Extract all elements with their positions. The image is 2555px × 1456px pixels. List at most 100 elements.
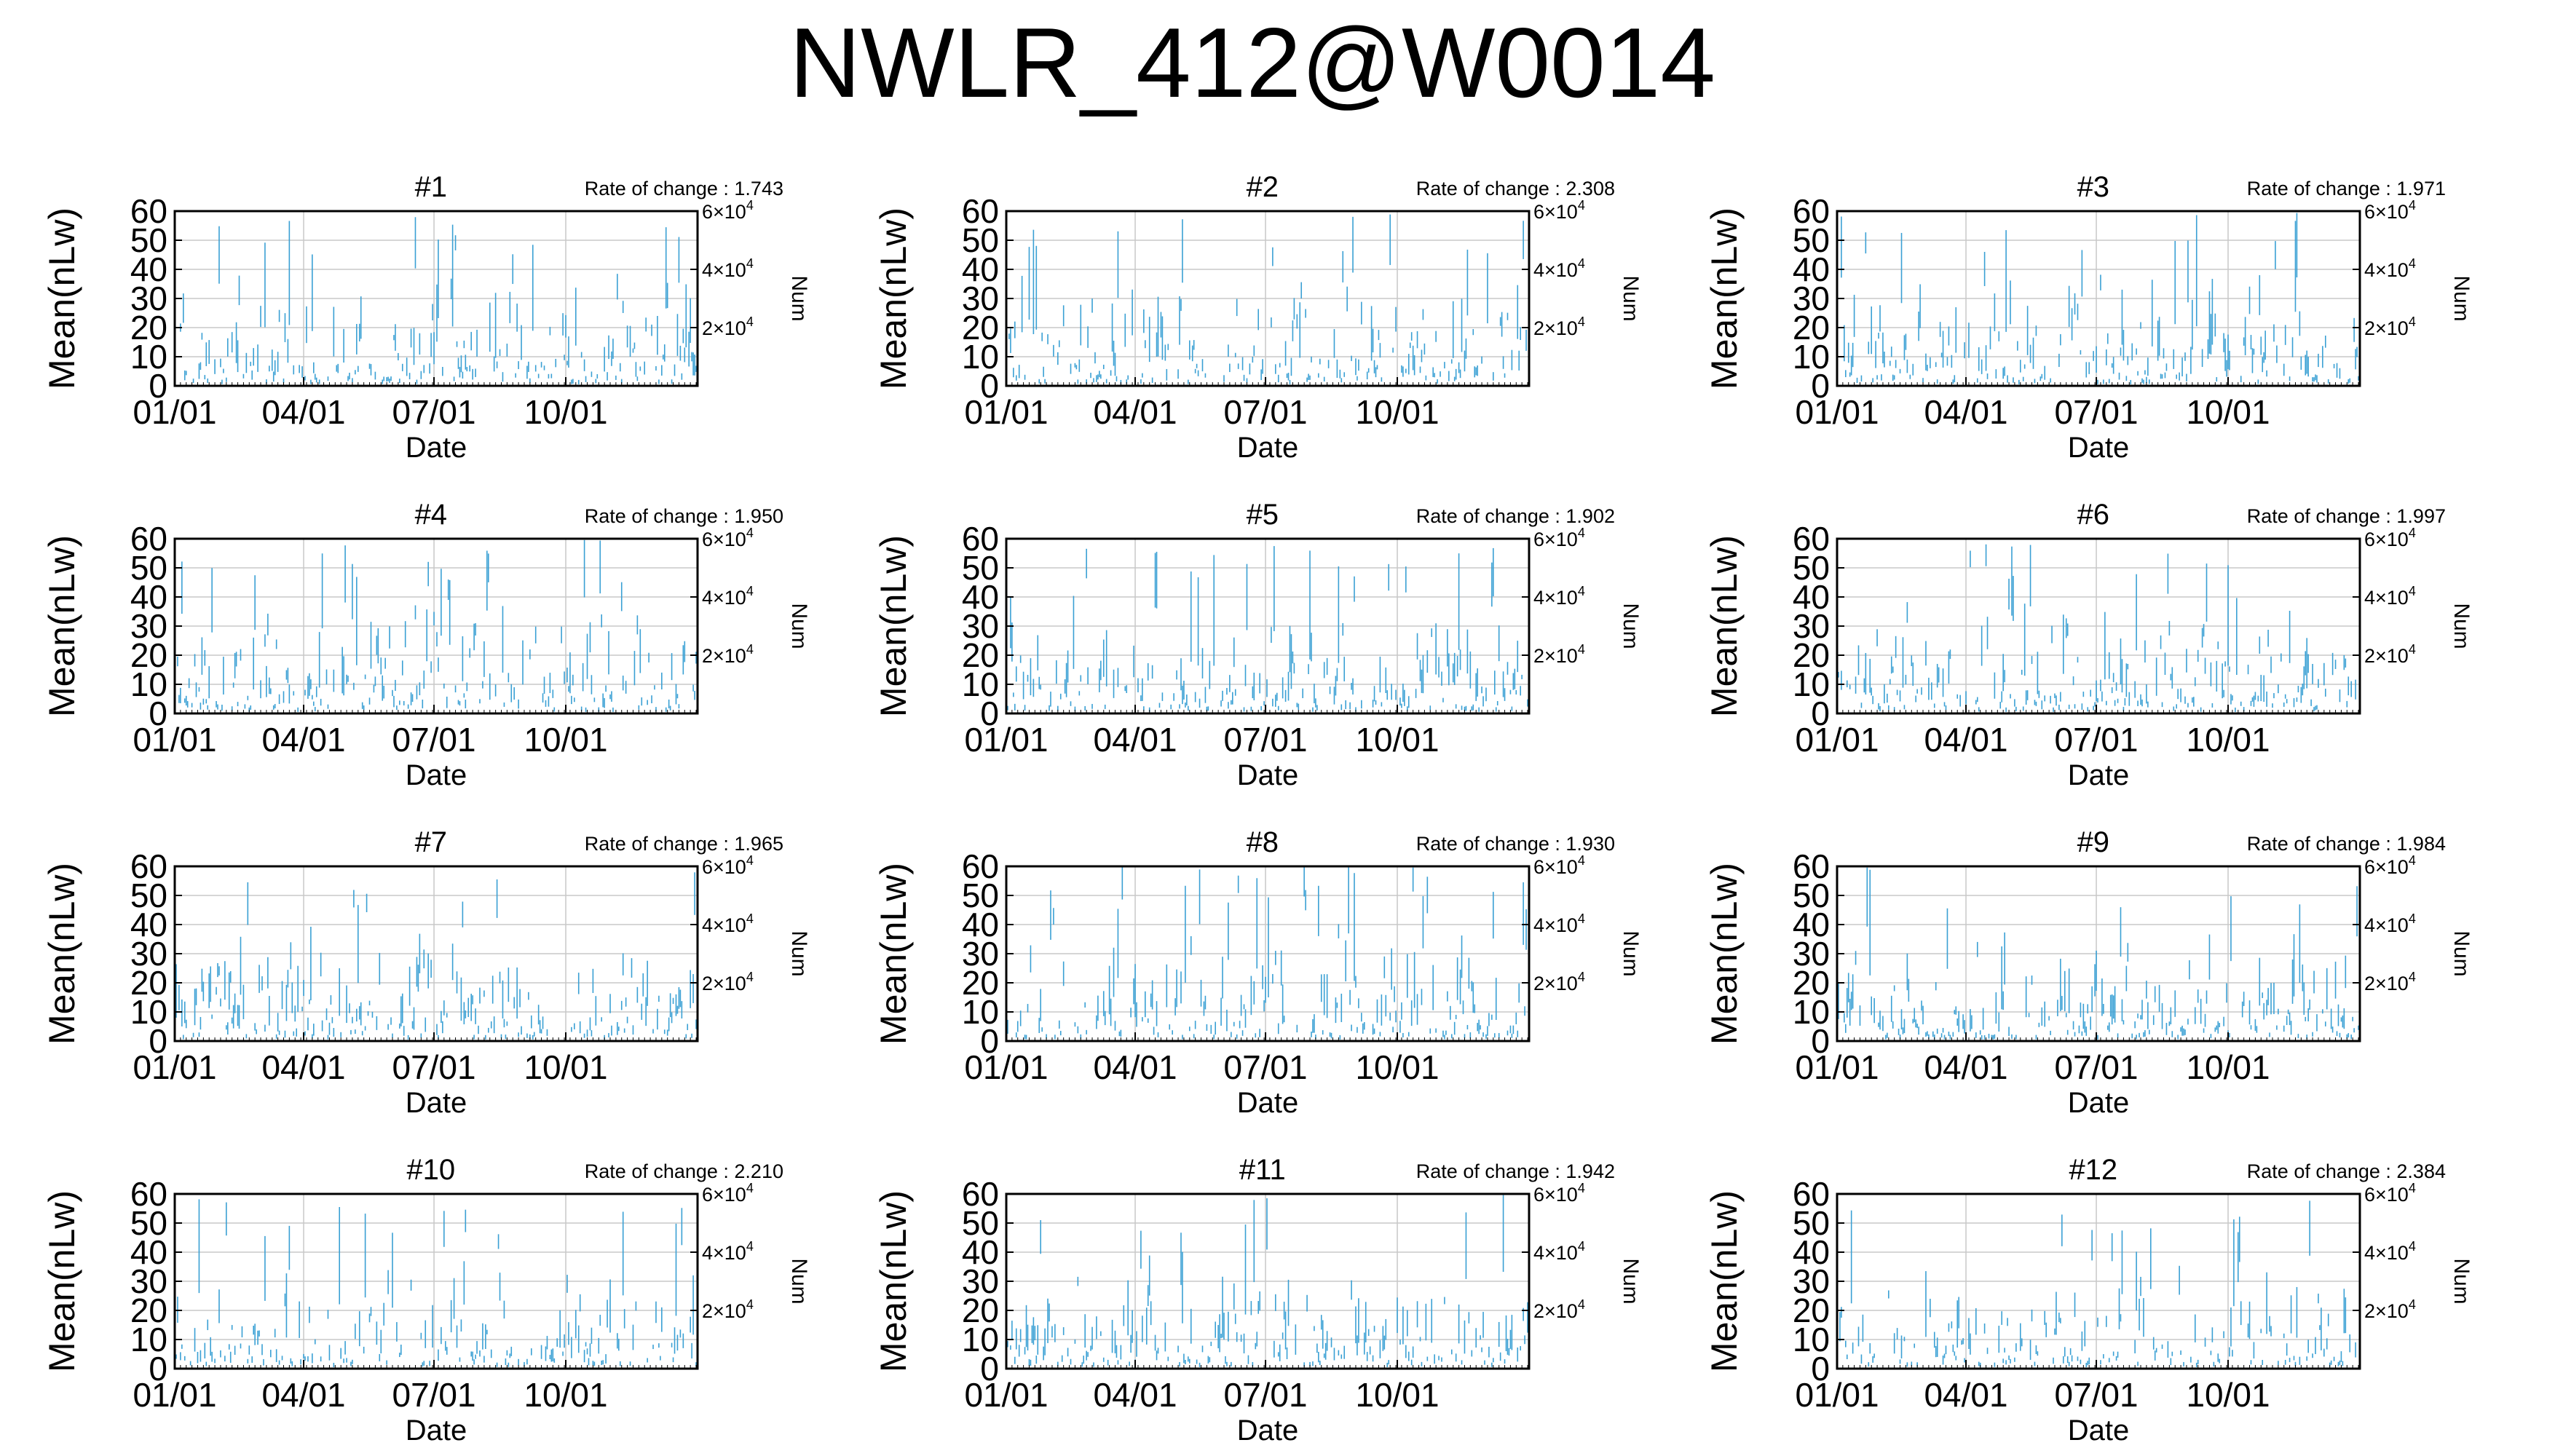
- tick-label-x: 10/01: [1355, 1048, 1439, 1086]
- tick-label-y: 0: [980, 1022, 999, 1060]
- tick-label-y2-exp: 4: [1578, 584, 1585, 598]
- tick-label-y2-exp: 4: [2409, 911, 2416, 926]
- panel-title: #2: [1247, 171, 1279, 203]
- panel-title: #6: [2077, 499, 2110, 531]
- tick-label-y2-exp: 4: [2409, 314, 2416, 329]
- tick-label-y2-exp: 4: [2409, 1181, 2416, 1195]
- tick-label-y: 40: [1793, 906, 1830, 943]
- tick-label-y2-exp: 4: [746, 1181, 754, 1195]
- tick-label-y2: 4×104: [702, 256, 754, 281]
- rate-of-change-label: Rate of change : 1.971: [2247, 178, 2446, 199]
- rate-of-change-label: Rate of change : 1.930: [1416, 833, 1615, 855]
- tick-label-y: 10: [130, 1321, 167, 1358]
- tick-label-x: 07/01: [392, 393, 475, 431]
- tick-label-x: 10/01: [524, 721, 607, 759]
- tick-label-x: 04/01: [261, 1376, 345, 1414]
- tick-label-y: 60: [962, 192, 999, 230]
- tick-label-y: 0: [149, 1350, 167, 1388]
- tick-label-y2-exp: 4: [1578, 526, 1585, 540]
- x-axis-label: Date: [1237, 432, 1299, 464]
- tick-label-y: 30: [130, 280, 167, 317]
- tick-label-y: 50: [962, 877, 999, 914]
- tick-label-y2-base: 6×10: [2364, 529, 2409, 550]
- tick-label-y2-base: 4×10: [1533, 259, 1578, 281]
- tick-label-y2: 6×104: [2364, 1181, 2416, 1206]
- tick-label-y2-base: 4×10: [2364, 1242, 2409, 1264]
- rate-of-change-label: Rate of change : 1.942: [1416, 1160, 1615, 1182]
- tick-label-y: 30: [130, 1262, 167, 1300]
- tick-label-y2-base: 2×10: [702, 973, 746, 994]
- tick-label-y: 30: [1793, 607, 1830, 645]
- x-axis-label: Date: [406, 432, 467, 464]
- y2-axis-label: Num: [1619, 1258, 1643, 1304]
- tick-label-y: 0: [1811, 1350, 1830, 1388]
- series-bars: [1007, 1195, 1528, 1367]
- tick-label-x: 01/01: [964, 393, 1048, 431]
- tick-label-x: 07/01: [1223, 393, 1307, 431]
- tick-label-y: 20: [1793, 1291, 1830, 1329]
- tick-label-y: 20: [1793, 964, 1830, 1002]
- tick-label-y2: 6×104: [1533, 853, 1585, 878]
- tick-label-y: 30: [962, 1262, 999, 1300]
- y2-axis-label: Num: [1619, 275, 1643, 321]
- tick-label-x: 07/01: [392, 721, 475, 759]
- tick-label-y2-base: 6×10: [702, 201, 746, 223]
- tick-label-x: 04/01: [1924, 1048, 2007, 1086]
- tick-label-y: 10: [1793, 665, 1830, 703]
- tick-label-x: 10/01: [2186, 1048, 2270, 1086]
- tick-label-y: 30: [130, 935, 167, 973]
- tick-label-y: 10: [962, 1321, 999, 1358]
- tick-label-y2-base: 2×10: [2364, 317, 2409, 339]
- tick-label-y2: 2×104: [702, 314, 754, 339]
- tick-label-y2-base: 6×10: [702, 856, 746, 878]
- y-axis-label: Mean(nLw): [1704, 207, 1745, 389]
- tick-label-y: 40: [962, 906, 999, 943]
- tick-label-y: 0: [1811, 695, 1830, 732]
- tick-label-y2-exp: 4: [1578, 198, 1585, 213]
- tick-label-y2-base: 4×10: [702, 259, 746, 281]
- y-axis-label: Mean(nLw): [42, 535, 82, 717]
- rate-of-change-label: Rate of change : 1.997: [2247, 505, 2446, 527]
- tick-label-y: 30: [1793, 935, 1830, 973]
- tick-label-y: 10: [1793, 993, 1830, 1031]
- tick-label-y2: 4×104: [702, 1239, 754, 1264]
- y2-axis-label: Num: [2449, 930, 2473, 976]
- tick-label-y2-exp: 4: [746, 526, 754, 540]
- tick-label-x: 10/01: [524, 393, 607, 431]
- tick-label-y2: 2×104: [2364, 970, 2416, 994]
- tick-label-y2-base: 6×10: [2364, 1184, 2409, 1206]
- tick-label-x: 01/01: [964, 1048, 1048, 1086]
- tick-label-y: 60: [130, 520, 167, 558]
- tick-label-y: 40: [1793, 578, 1830, 616]
- tick-label-y: 30: [962, 280, 999, 317]
- tick-label-y2-exp: 4: [2409, 970, 2416, 984]
- y-axis-label: Mean(nLw): [873, 535, 914, 717]
- tick-label-y2-exp: 4: [746, 1297, 754, 1312]
- tick-label-y2-exp: 4: [746, 584, 754, 598]
- tick-label-y2-base: 6×10: [2364, 856, 2409, 878]
- y-axis-label: Mean(nLw): [1704, 863, 1745, 1045]
- tick-label-y: 10: [962, 665, 999, 703]
- tick-label-x: 04/01: [1093, 1376, 1177, 1414]
- rate-of-change-label: Rate of change : 2.210: [585, 1160, 783, 1182]
- tick-label-y: 60: [130, 1175, 167, 1213]
- tick-label-y2: 4×104: [2364, 584, 2416, 609]
- tick-label-y2-base: 6×10: [1533, 529, 1578, 550]
- panel-title: #7: [415, 826, 448, 858]
- tick-label-y: 20: [1793, 309, 1830, 347]
- y-axis-label: Mean(nLw): [873, 1190, 914, 1372]
- tick-label-y2-exp: 4: [2409, 198, 2416, 213]
- series-bars: [174, 872, 697, 1040]
- tick-label-y: 20: [130, 1291, 167, 1329]
- y-axis-label: Mean(nLw): [873, 863, 914, 1045]
- tick-label-x: 04/01: [1924, 721, 2007, 759]
- tick-label-y2: 4×104: [702, 911, 754, 936]
- y2-axis-label: Num: [2449, 1258, 2473, 1304]
- y-axis-label: Mean(nLw): [42, 863, 82, 1045]
